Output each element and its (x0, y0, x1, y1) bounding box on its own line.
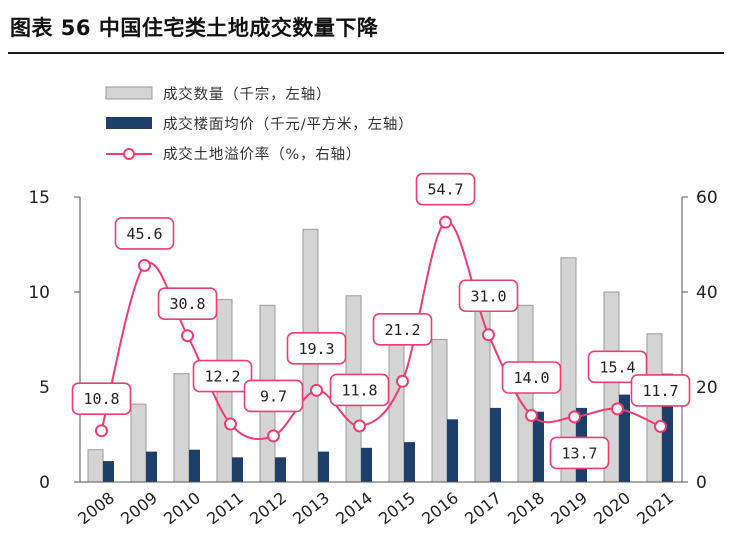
premium-label-2021: 11.7 (642, 382, 678, 400)
premium-point-2015 (396, 374, 409, 388)
y-right-tick-20: 20 (696, 378, 718, 398)
premium-label-box-2010 (157, 287, 218, 321)
premium-label-2015: 21.2 (384, 321, 420, 339)
x-tick-2015: 2015 (375, 488, 419, 528)
y-left-tick-10: 10 (28, 283, 50, 303)
premium-label-2013: 19.3 (298, 340, 334, 358)
premium-label-2011: 12.2 (204, 368, 240, 386)
y-right-tick-40: 40 (696, 283, 718, 303)
premium-label-2009: 45.6 (126, 225, 162, 243)
x-tick-2019: 2019 (547, 488, 591, 528)
premium-label-2010: 30.8 (169, 295, 205, 313)
premium-label-2019: 13.7 (561, 444, 597, 462)
x-tick-2020: 2020 (590, 488, 634, 528)
y-left-tick-15: 15 (28, 188, 50, 208)
bar-quantity-2010 (173, 373, 190, 483)
premium-label-2018: 14.0 (513, 369, 549, 387)
x-tick-2021: 2021 (633, 488, 677, 528)
bar-price-2016 (447, 419, 458, 482)
legend-swatch-quantity (105, 86, 153, 100)
data-labels: 10.8 45.6 30.8 12.2 9.7 19.3 11.8 21.2 54.7 31.0 1… (71, 172, 691, 470)
bar-price-2014 (361, 447, 372, 482)
legend-label-price: 成交楼面均价（千元/平方米，左轴） (163, 115, 413, 133)
premium-point-2010 (181, 329, 194, 343)
premium-label-2016: 54.7 (427, 181, 463, 199)
premium-label-2017: 31.0 (470, 287, 506, 305)
y-left-tick-5: 5 (39, 378, 50, 398)
bar-quantity-2008 (87, 449, 104, 483)
premium-label-box-2016 (415, 172, 476, 206)
bar-quantity-2016 (431, 339, 448, 483)
title-underline (8, 52, 724, 54)
bar-price-2009 (146, 451, 157, 482)
premium-label-box-2012 (243, 379, 304, 413)
premium-label-box-2020 (587, 350, 648, 384)
bar-quantity-2017 (474, 297, 491, 483)
bar-price-2021 (662, 373, 673, 482)
premium-label-box-2013 (286, 332, 347, 365)
premium-label-box-2009 (114, 217, 175, 250)
x-tick-2012: 2012 (246, 488, 290, 528)
premium-label-box-2014 (329, 373, 390, 407)
premium-label-2012: 9.7 (260, 387, 287, 405)
premium-point-2009 (138, 258, 151, 272)
bar-price-2011 (232, 457, 243, 482)
premium-label-2020: 15.4 (599, 358, 635, 376)
premium-point-2017 (482, 328, 495, 342)
y-right-tick-60: 60 (696, 188, 718, 208)
premium-point-2013 (310, 383, 323, 397)
bar-price-2020 (619, 394, 630, 482)
y-left-tick-0: 0 (39, 473, 50, 493)
premium-label-box-2021 (630, 374, 691, 407)
premium-point-2011 (224, 417, 237, 431)
bar-price-2015 (404, 442, 415, 482)
premium-point-2020 (611, 402, 624, 416)
x-tick-2011: 2011 (203, 488, 247, 528)
premium-point-2008 (95, 424, 108, 438)
premium-label-box-2017 (458, 279, 519, 313)
x-tick-2016: 2016 (418, 488, 462, 528)
premium-label-box-2019 (549, 436, 610, 470)
bar-price-2008 (103, 461, 114, 482)
premium-label-2014: 11.8 (341, 381, 377, 399)
bar-price-2012 (275, 457, 286, 482)
bar-price-2010 (189, 449, 200, 482)
x-tick-2014: 2014 (332, 488, 376, 528)
legend: 成交数量（千宗，左轴） 成交楼面均价（千元/平方米，左轴） 成交土地溢价率（%，右轴… (105, 85, 413, 163)
x-tick-2010: 2010 (160, 488, 204, 528)
premium-label-box-2015 (372, 312, 433, 346)
x-tick-2008: 2008 (74, 488, 118, 528)
x-tick-2017: 2017 (461, 488, 505, 528)
legend-label-quantity: 成交数量（千宗，左轴） (163, 85, 331, 103)
premium-label-2008: 10.8 (83, 390, 119, 408)
premium-label-box-2011 (192, 359, 253, 393)
x-tick-2009: 2009 (117, 488, 161, 528)
premium-point-2012 (267, 429, 280, 443)
x-tick-2013: 2013 (289, 488, 333, 528)
chart-title: 图表 56 中国住宅类土地成交数量下降 (10, 16, 379, 40)
premium-point-2019 (568, 410, 581, 424)
legend-swatch-price (106, 117, 152, 129)
premium-point-2018 (525, 409, 538, 422)
premium-label-box-2018 (501, 361, 562, 394)
y-right-tick-0: 0 (696, 473, 707, 493)
legend-label-premium: 成交土地溢价率（%，右轴） (163, 145, 361, 163)
premium-point-2021 (654, 419, 667, 433)
bar-price-2017 (490, 407, 501, 482)
bar-price-2013 (318, 451, 329, 482)
bar-quantity-2021 (646, 333, 663, 483)
bar-quantity-2009 (130, 403, 147, 483)
x-tick-2018: 2018 (504, 488, 548, 528)
premium-point-2016 (439, 215, 452, 229)
legend-marker-premium (123, 148, 135, 160)
premium-label-box-2008 (71, 382, 132, 416)
premium-point-2014 (353, 419, 366, 433)
bar-price-2018 (533, 411, 544, 482)
